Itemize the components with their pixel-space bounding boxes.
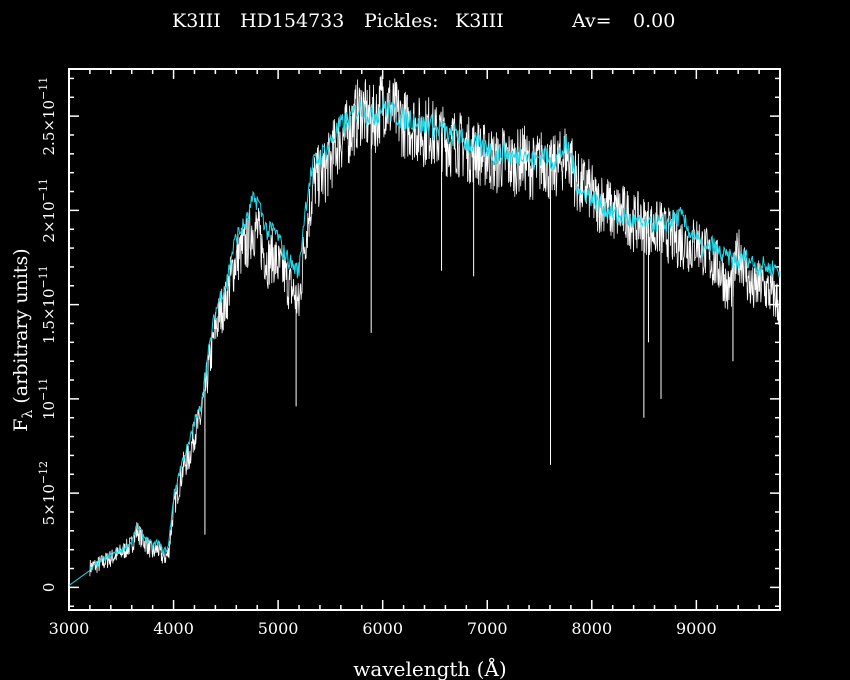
x-tick-labels: 3000 4000 5000 6000 7000 8000 9000 [49,619,717,638]
y-tick-label: 10−11 [37,378,58,420]
chart-title-av-label: Av= [572,10,612,32]
y-tick-label: 0 [40,583,58,593]
y-tick-label: 1.5×10−11 [37,265,58,344]
x-tick-label: 3000 [49,619,90,638]
y-axis-label-main: F [10,419,32,432]
chart-title-spectral-type: K3III [172,10,221,32]
y-axis-label-rest: (arbitrary units) [10,248,32,409]
chart-title-av-value: 0.00 [633,10,676,32]
x-tick-label: 7000 [467,619,508,638]
x-axis-label: wavelength (Å) [353,656,506,680]
y-axis-label: Fλ (arbitrary units) [10,248,36,431]
y-tick-labels: 0 5×10−12 10−11 1.5×10−11 2×10−11 2.5×10−11 [37,77,58,592]
y-tick-label: 5×10−12 [37,461,58,525]
x-tick-label: 8000 [571,619,612,638]
chart-title-pickles-label: Pickles: [364,10,439,32]
spectrum-series [68,75,781,586]
x-tick-label: 6000 [362,619,403,638]
observed-spectrum-line [89,75,781,577]
absorption-lines [204,117,734,535]
x-tick-label: 9000 [676,619,717,638]
y-tick-label: 2.5×10−11 [37,77,58,156]
x-tick-label: 4000 [153,619,194,638]
chart-title-star: HD154733 [240,10,345,32]
y-tick-label: 2×10−11 [37,178,58,242]
y-axis-label-subscript: λ [20,410,36,419]
x-tick-label: 5000 [258,619,299,638]
pickles-template-line [68,94,781,586]
chart-title-pickles-type: K3III [455,10,504,32]
